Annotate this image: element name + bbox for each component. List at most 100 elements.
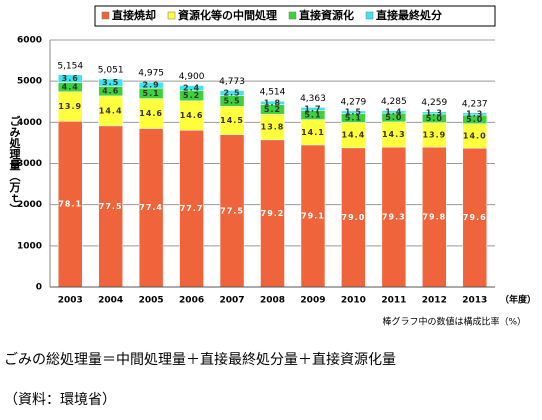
bar-segment xyxy=(381,146,407,288)
segment-label: 1.7 xyxy=(304,104,321,113)
bar-segment xyxy=(57,121,83,288)
bar-segment xyxy=(179,130,204,288)
segment-label: 2.5 xyxy=(223,88,240,97)
segment-label: 14.6 xyxy=(180,111,204,120)
segment-label: 13.9 xyxy=(422,130,446,139)
legend-swatch xyxy=(167,11,176,20)
total-label: 5,154 xyxy=(57,61,83,71)
segment-label: 1.3 xyxy=(466,109,483,118)
legend-label: 直接資源化 xyxy=(299,8,354,22)
bar-segment xyxy=(179,100,204,131)
segment-label: 13.9 xyxy=(58,102,82,111)
bar-segment xyxy=(300,144,326,288)
segment-label: 79.8 xyxy=(422,213,446,222)
total-label: 4,975 xyxy=(138,69,164,79)
y-tick-label: 6000 xyxy=(17,36,42,46)
bar-segment xyxy=(57,91,83,122)
total-label: 5,051 xyxy=(98,66,124,76)
segment-label: 79.6 xyxy=(463,213,487,222)
y-tick-label: 0 xyxy=(36,283,42,293)
bar-segment xyxy=(219,134,245,288)
x-tick-label: 2008 xyxy=(260,296,285,306)
segment-label: 77.5 xyxy=(99,202,123,211)
segment-label: 14.5 xyxy=(220,116,244,125)
y-tick-label: 1000 xyxy=(17,241,42,251)
segment-label: 4.6 xyxy=(102,87,119,96)
formula: ごみの総処理量＝中間処理量＋直接最終処分量＋直接資源化量 xyxy=(4,351,396,368)
note: 棒グラフ中の数値は構成比率（%） xyxy=(382,316,526,328)
bar-segment xyxy=(341,147,366,288)
bar-segment xyxy=(300,107,326,111)
segment-label: 5.2 xyxy=(183,91,200,100)
legend-label: 資源化等の中間処理 xyxy=(178,8,277,22)
segment-label: 77.7 xyxy=(180,204,204,213)
segment-label: 79.3 xyxy=(382,213,406,222)
source: （資料：環境省） xyxy=(4,392,116,408)
y-tick-label: 2000 xyxy=(17,200,42,210)
bar-segment xyxy=(300,119,326,146)
segment-label: 3.6 xyxy=(62,74,79,83)
x-tick-label: 2011 xyxy=(381,296,406,306)
legend-swatch xyxy=(365,11,374,20)
bar-segment xyxy=(422,146,447,288)
bar-segment xyxy=(260,100,285,105)
segment-label: 3.5 xyxy=(102,78,119,87)
segment-label: 1.5 xyxy=(345,108,362,117)
segment-label: 14.1 xyxy=(301,128,325,137)
bar-segment xyxy=(219,105,245,135)
segment-label: 79.1 xyxy=(301,211,325,220)
x-tick-label: 2007 xyxy=(220,296,245,306)
bar-segment xyxy=(422,111,447,115)
segment-label: 5.0 xyxy=(385,113,402,122)
bar-segment xyxy=(341,122,366,149)
bar-segment xyxy=(98,95,123,127)
total-label: 4,900 xyxy=(179,72,205,82)
legend-swatch xyxy=(288,11,297,20)
segment-label: 5.1 xyxy=(345,113,362,122)
total-label: 4,773 xyxy=(219,77,245,87)
legend-label: 直接最終処分 xyxy=(376,8,442,22)
legend-label: 直接焼却 xyxy=(112,8,156,22)
legend-swatch xyxy=(101,11,110,20)
y-tick-label: 4000 xyxy=(17,118,42,128)
segment-label: 77.4 xyxy=(139,203,163,212)
segment-label: 5.0 xyxy=(426,114,443,123)
segment-label: 1.8 xyxy=(264,98,281,107)
total-label: 4,279 xyxy=(341,97,367,107)
segment-label: 1.4 xyxy=(385,107,402,116)
bar-segment xyxy=(57,74,83,83)
segment-label: 5.1 xyxy=(304,111,321,120)
segment-label: 2.4 xyxy=(183,83,200,92)
total-label: 4,514 xyxy=(260,88,286,98)
x-tick-label: 2005 xyxy=(139,296,164,306)
bar-segment xyxy=(341,110,366,114)
segment-label: 13.8 xyxy=(261,123,285,132)
x-tick-label: 2006 xyxy=(179,296,204,306)
total-label: 4,259 xyxy=(421,98,447,108)
segment-label: 14.3 xyxy=(382,130,406,139)
segment-label: 79.0 xyxy=(342,213,366,222)
total-label: 4,237 xyxy=(462,99,488,109)
segment-label: 5.1 xyxy=(143,89,160,98)
bar-segment xyxy=(381,121,407,148)
x-tick-label: 2013 xyxy=(462,296,487,306)
segment-label: 1.3 xyxy=(426,108,443,117)
segment-label: 14.4 xyxy=(99,106,123,115)
x-tick-label: 2010 xyxy=(341,296,366,306)
bar-segment xyxy=(179,85,204,91)
segment-label: 5.5 xyxy=(223,96,240,105)
bar-segment xyxy=(219,90,245,96)
bar-segment xyxy=(381,110,407,114)
x-tick-label: 2003 xyxy=(58,296,83,306)
segment-label: 14.4 xyxy=(342,131,366,140)
bar-segment xyxy=(422,122,447,148)
segment-label: 14.0 xyxy=(463,131,487,140)
segment-label: 5.0 xyxy=(466,115,483,124)
segment-label: 78.1 xyxy=(58,200,82,209)
segment-label: 2.9 xyxy=(143,81,160,90)
total-label: 4,285 xyxy=(381,97,407,107)
segment-label: 5.2 xyxy=(264,105,281,114)
x-tick-label: 2009 xyxy=(300,296,325,306)
segment-label: 79.2 xyxy=(261,209,285,218)
